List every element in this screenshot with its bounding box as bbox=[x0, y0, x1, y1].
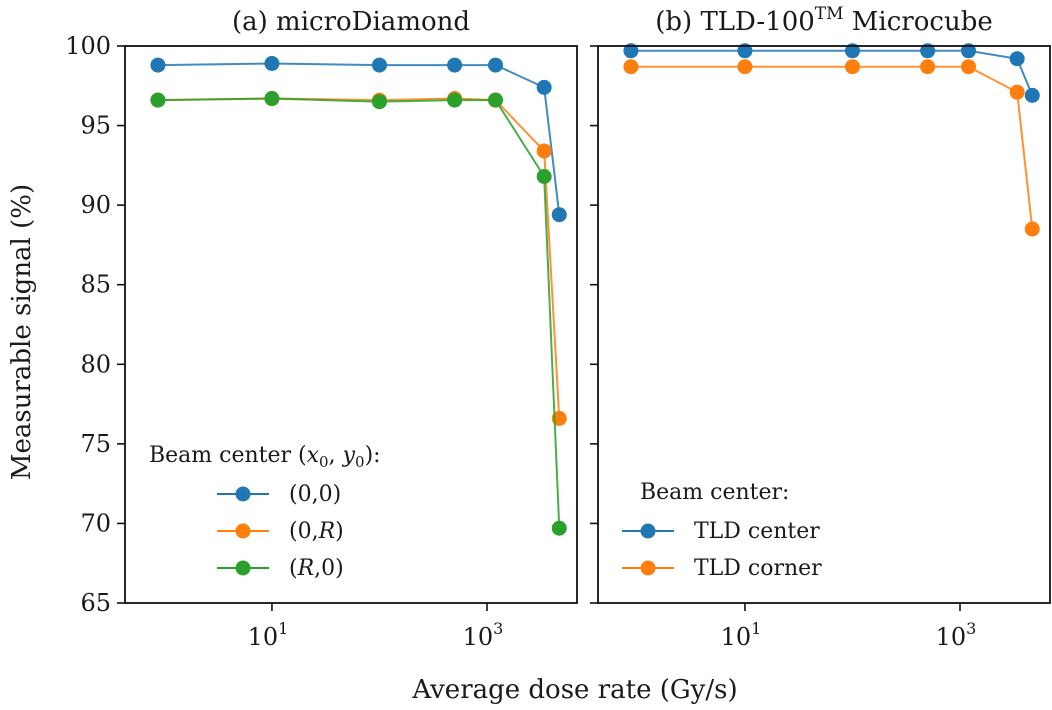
y-tick-label: 85 bbox=[80, 271, 111, 299]
data-point bbox=[1009, 84, 1025, 100]
data-point bbox=[844, 59, 860, 75]
data-point bbox=[961, 43, 977, 59]
plot-frame-a bbox=[124, 45, 578, 604]
data-point bbox=[264, 56, 280, 72]
x-tick-base: 10 bbox=[936, 623, 967, 651]
y-tick-label: 95 bbox=[80, 112, 111, 140]
x-tick-label: 101 bbox=[248, 619, 289, 651]
data-point bbox=[150, 57, 166, 73]
x-tick-label: 101 bbox=[721, 619, 762, 651]
series-a-0 bbox=[150, 56, 567, 223]
legend-label: TLD center bbox=[694, 519, 820, 544]
data-point bbox=[447, 57, 463, 73]
x-tick-exponent: 1 bbox=[278, 619, 288, 638]
legend-item: TLD corner bbox=[622, 556, 822, 581]
data-point bbox=[844, 43, 860, 59]
data-point bbox=[1009, 51, 1025, 67]
legend-label: (0,R) bbox=[289, 519, 344, 544]
x-tick-label: 103 bbox=[463, 619, 504, 651]
series-b-0 bbox=[623, 43, 1040, 103]
legend-marker bbox=[640, 523, 656, 539]
panel-b-title-suffix: Microcube bbox=[844, 7, 993, 37]
x-tick-exponent: 1 bbox=[751, 619, 761, 638]
x-axis-label: Average dose rate (Gy/s) bbox=[411, 675, 737, 705]
data-point bbox=[488, 92, 504, 108]
legend-marker bbox=[640, 560, 656, 576]
legend-b: Beam center: TLD center TLD corner bbox=[622, 480, 822, 581]
legend-marker bbox=[235, 523, 251, 539]
y-axis-label: Measurable signal (%) bbox=[7, 184, 37, 480]
panel-a-title: (a) microDiamond bbox=[232, 7, 470, 37]
data-point bbox=[623, 43, 639, 59]
legend-item: (0,R) bbox=[217, 519, 344, 544]
data-point bbox=[447, 92, 463, 108]
data-point bbox=[1024, 87, 1040, 103]
x-tick-exponent: 3 bbox=[493, 619, 503, 638]
data-point bbox=[551, 520, 567, 536]
data-point bbox=[536, 143, 552, 159]
legend-marker bbox=[235, 486, 251, 502]
data-point bbox=[536, 79, 552, 95]
series-line bbox=[157, 97, 561, 419]
legend-a: Beam center (x0, y0): (0,0) (0,R) (R,0) bbox=[149, 443, 381, 581]
y-tick-label: 70 bbox=[80, 509, 111, 537]
legend-label: (0,0) bbox=[289, 482, 341, 507]
data-point bbox=[536, 168, 552, 184]
x-tick-base: 10 bbox=[463, 623, 494, 651]
legend-item: (0,0) bbox=[217, 482, 341, 507]
panel-b-title-superscript: TM bbox=[815, 4, 844, 24]
data-point bbox=[371, 57, 387, 73]
legend-item: TLD center bbox=[622, 519, 820, 544]
data-point bbox=[920, 59, 936, 75]
y-tick-label: 65 bbox=[80, 589, 111, 617]
legend-item: (R,0) bbox=[217, 556, 344, 581]
series-line bbox=[157, 62, 561, 215]
x-tick-base: 10 bbox=[721, 623, 752, 651]
x-tick-base: 10 bbox=[248, 623, 279, 651]
data-point bbox=[961, 59, 977, 75]
series-b-1 bbox=[623, 59, 1040, 237]
legend-label: TLD corner bbox=[694, 556, 822, 581]
data-point bbox=[920, 43, 936, 59]
plot-frame-b bbox=[597, 45, 1051, 604]
x-tick-label: 103 bbox=[936, 619, 977, 651]
y-tick-label: 100 bbox=[65, 32, 111, 60]
data-point bbox=[1024, 221, 1040, 237]
data-point bbox=[551, 207, 567, 223]
data-point bbox=[737, 59, 753, 75]
data-point bbox=[623, 59, 639, 75]
data-point bbox=[488, 57, 504, 73]
series-line bbox=[630, 65, 1034, 230]
legend-label: (R,0) bbox=[289, 556, 344, 581]
data-point bbox=[737, 43, 753, 59]
data-point bbox=[150, 92, 166, 108]
panel-b-title: (b) TLD-100TM Microcube bbox=[655, 4, 992, 37]
series-a-1 bbox=[150, 91, 567, 426]
series-a-2 bbox=[150, 91, 567, 536]
legend-marker bbox=[235, 560, 251, 576]
y-tick-label: 90 bbox=[80, 191, 111, 219]
y-tick-label: 80 bbox=[80, 350, 111, 378]
legend-title: Beam center: bbox=[640, 480, 789, 505]
data-point bbox=[264, 91, 280, 107]
data-point bbox=[371, 94, 387, 110]
panel-b-title-main: (b) TLD-100 bbox=[655, 7, 815, 37]
legend-title: Beam center (x0, y0): bbox=[149, 443, 381, 471]
y-tick-label: 75 bbox=[80, 430, 111, 458]
x-tick-exponent: 3 bbox=[966, 619, 976, 638]
